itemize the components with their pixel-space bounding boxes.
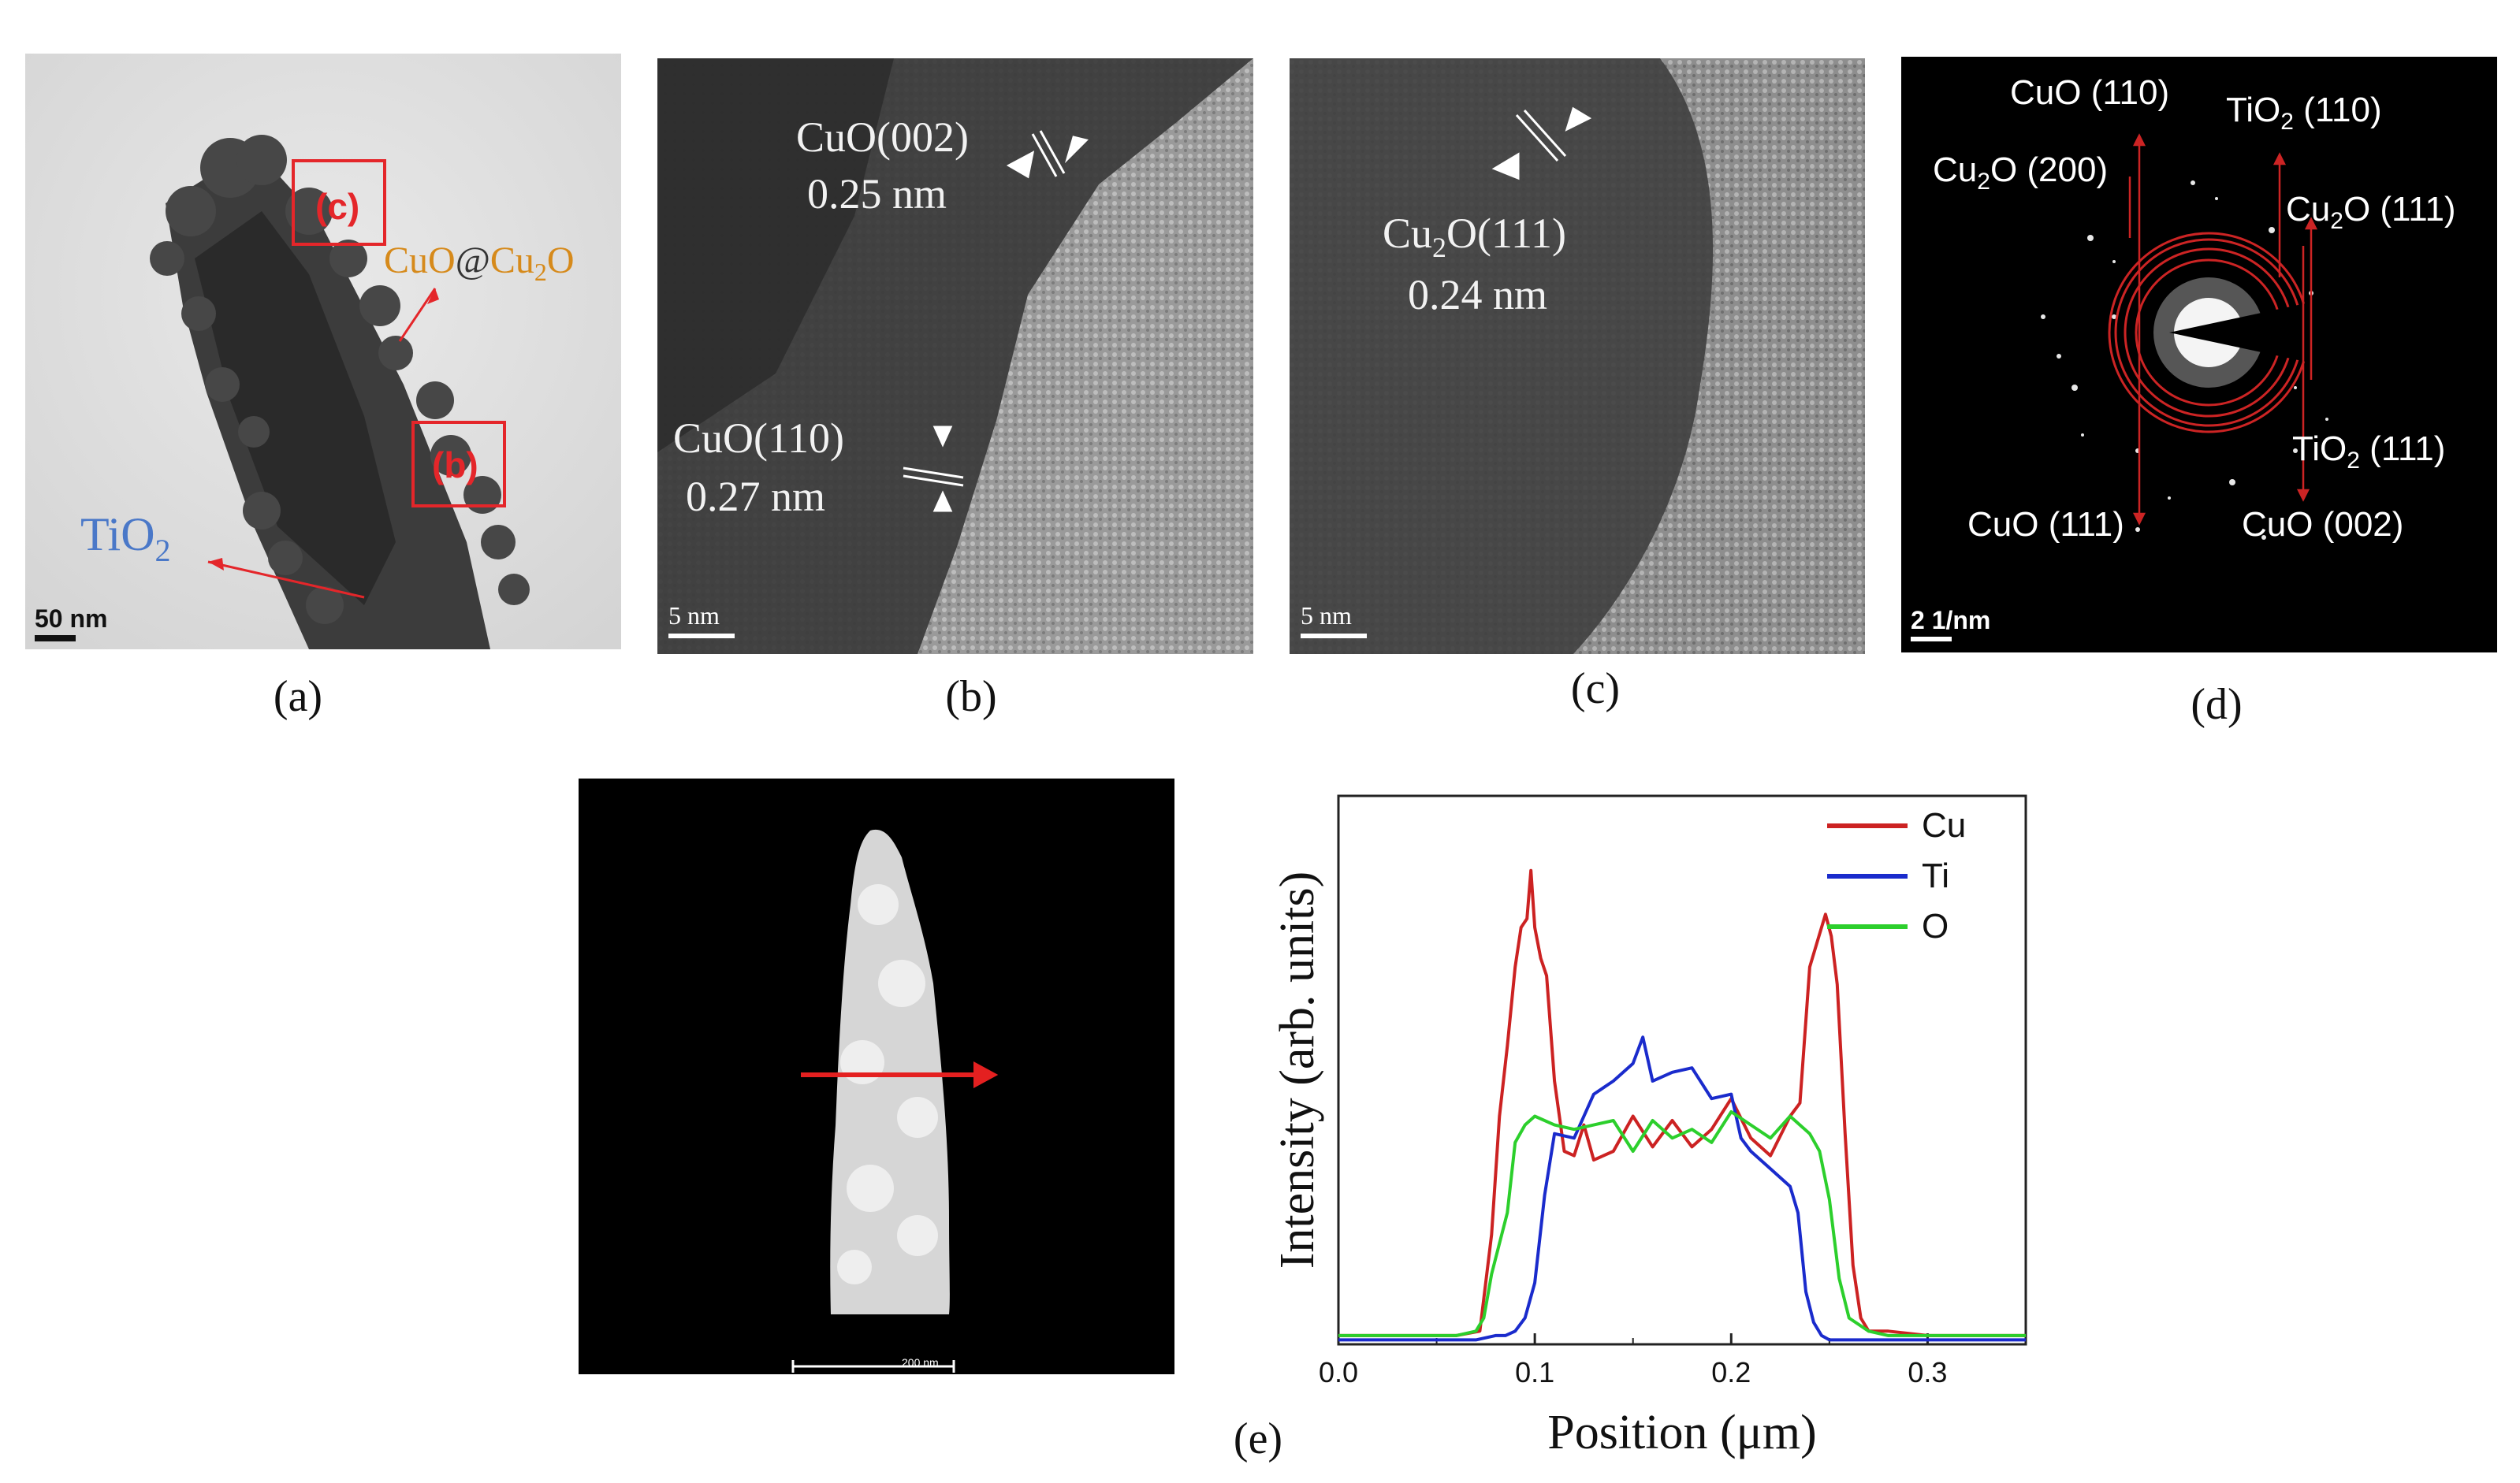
- legend-label-o: O: [1922, 907, 1949, 946]
- region-c-box: [292, 159, 386, 246]
- region-c-label: (c): [315, 186, 359, 227]
- saed-ring-labels: CuO (110) TiO2 (110) Cu2O (200) Cu2O (11…: [1933, 73, 2456, 544]
- fringe-2-plane: CuO(110): [673, 414, 844, 462]
- ring-label-cu2o-200: Cu2O (200): [1933, 151, 2108, 195]
- caption-c: (c): [1570, 664, 1621, 713]
- ring-label-cuo-111: CuO (111): [1967, 505, 2124, 544]
- legend-label-cu: Cu: [1922, 806, 1966, 845]
- fringe-spacing: 0.24 nm: [1408, 271, 1547, 318]
- region-b-label: (b): [432, 444, 478, 485]
- x-axis-label: Position (μm): [1547, 1406, 1817, 1459]
- line-scan-arrow: [801, 1061, 999, 1089]
- caption-a: (a): [273, 672, 323, 721]
- series-line-o: [1338, 1109, 2026, 1337]
- plot-area: [1337, 794, 2027, 1346]
- beam-stopper: [2169, 262, 2497, 403]
- ring-label-cuo-002: CuO (002): [2242, 505, 2403, 544]
- caption-d: (d): [2191, 680, 2243, 729]
- tem-bright-field: (c) (b) CuO@Cu2O TiO2 50 nm: [25, 54, 621, 649]
- caption-e: (e): [1233, 1414, 1283, 1463]
- panel-e-stem-image: 200 nm: [579, 779, 1174, 1374]
- ring-label-tio2-111: TiO2 (111): [2292, 429, 2445, 474]
- scale-bar-a-label: 50 nm: [35, 604, 107, 633]
- fringe-marker: [1491, 106, 1592, 180]
- scale-bar-b: [668, 634, 735, 638]
- core-label: TiO2: [80, 508, 171, 568]
- scale-bar-d: [1911, 637, 1952, 641]
- y-axis-label: Intensity (arb. units): [1271, 872, 1324, 1269]
- panel-a-tem-image: (c) (b) CuO@Cu2O TiO2 50 nm: [25, 54, 621, 649]
- series-line-cu: [1338, 868, 2026, 1337]
- scale-bar-c: [1301, 634, 1367, 638]
- x-tick-label: 0.0: [1319, 1356, 1358, 1388]
- ring-label-cu2o-111: Cu2O (111): [2286, 190, 2456, 234]
- fringe-2-spacing: 0.27 nm: [686, 473, 825, 520]
- scale-bar-c-label: 5 nm: [1301, 601, 1352, 630]
- panel-c-hrtem-image: Cu2O(111) 0.24 nm 5 nm: [1290, 58, 1865, 654]
- ring-label-cuo-110: CuO (110): [2010, 73, 2169, 112]
- ring-label-tio2-110: TiO2 (110): [2226, 91, 2382, 135]
- x-tick-label: 0.3: [1908, 1356, 1947, 1388]
- x-tick-label: 0.2: [1711, 1356, 1751, 1388]
- shell-label: CuO@Cu2O: [384, 240, 575, 286]
- panel-d-saed-pattern: CuO (110) TiO2 (110) Cu2O (200) Cu2O (11…: [1901, 57, 2497, 652]
- scale-bar-b-label: 5 nm: [668, 601, 720, 630]
- x-tick-label: 0.1: [1515, 1356, 1554, 1388]
- series-line-ti: [1338, 1035, 2026, 1342]
- fringe-1-plane: CuO(002): [796, 113, 969, 161]
- fringe-2-marker: [903, 426, 964, 512]
- scale-bar-d-label: 2 1/nm: [1911, 606, 1990, 634]
- caption-b: (b): [945, 672, 997, 721]
- scale-bar-a: [35, 635, 76, 641]
- legend-label-ti: Ti: [1922, 857, 1949, 895]
- region-b-box: [411, 421, 506, 507]
- stem-scale-bar-label: 200 nm: [902, 1356, 939, 1369]
- panel-b-hrtem-image: CuO(002) 0.25 nm CuO(110) 0.27 nm 5 nm: [657, 58, 1253, 654]
- fringe-plane: Cu2O(111): [1383, 210, 1566, 263]
- fringe-1-spacing: 0.25 nm: [807, 170, 947, 217]
- fringe-1-marker: [1006, 130, 1089, 179]
- eds-line-scan-chart: 0.0 0.1 0.2 0.3 Position (μm) Intensity (arb.…: [1230, 772, 2049, 1481]
